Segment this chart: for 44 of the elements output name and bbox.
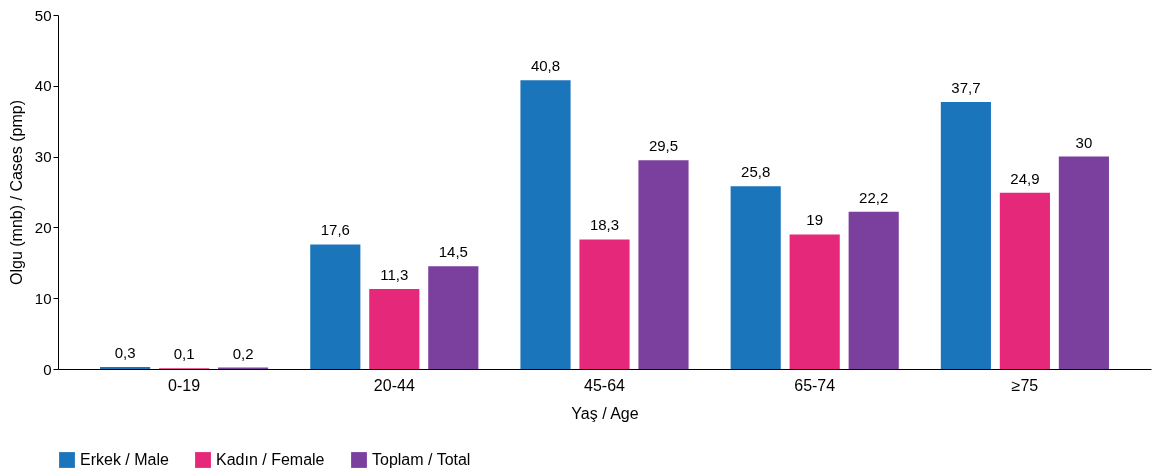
y-tick-label: 30 bbox=[34, 148, 52, 166]
data-label: 30 bbox=[1075, 133, 1093, 151]
bar bbox=[940, 102, 991, 369]
data-label: 14,5 bbox=[438, 243, 468, 261]
y-axis-title: Olgu (mnb) / Cases (pmp) bbox=[7, 100, 25, 285]
x-tick-label: 20-44 bbox=[373, 376, 415, 394]
data-label: 18,3 bbox=[589, 216, 620, 234]
x-axis-title: Yaş / Age bbox=[571, 404, 639, 422]
legend-label: Kadın / Female bbox=[216, 451, 325, 468]
data-label: 0,3 bbox=[114, 343, 136, 361]
legend-label: Erkek / Male bbox=[80, 451, 170, 468]
x-tick-label: ≥75 bbox=[1011, 376, 1039, 394]
data-label: 24,9 bbox=[1010, 169, 1040, 187]
data-label: 0,2 bbox=[232, 344, 254, 362]
bar bbox=[310, 244, 361, 369]
x-tick-label: 45-64 bbox=[584, 376, 626, 394]
y-tick-label: 0 bbox=[43, 360, 52, 378]
data-label: 19 bbox=[806, 211, 824, 229]
x-tick-label: 0-19 bbox=[168, 376, 201, 394]
x-tick-label: 65-74 bbox=[794, 376, 836, 394]
data-label: 37,7 bbox=[951, 79, 981, 97]
bar bbox=[100, 366, 151, 369]
data-label: 11,3 bbox=[380, 266, 409, 283]
data-label: 29,5 bbox=[648, 137, 679, 155]
data-label: 0,1 bbox=[173, 345, 195, 363]
bar bbox=[520, 80, 571, 369]
bar bbox=[369, 289, 420, 369]
bar bbox=[1058, 156, 1109, 369]
bar bbox=[999, 192, 1050, 369]
bar bbox=[848, 211, 899, 369]
data-label: 22,2 bbox=[859, 188, 889, 206]
y-tick-label: 50 bbox=[34, 6, 52, 24]
data-label: 25,8 bbox=[741, 163, 771, 181]
bar bbox=[428, 266, 479, 369]
legend-label: Toplam / Total bbox=[372, 451, 471, 468]
bar bbox=[789, 234, 840, 369]
data-label: 40,8 bbox=[530, 57, 561, 75]
bar bbox=[638, 160, 689, 369]
bar bbox=[579, 239, 630, 369]
bar bbox=[730, 186, 781, 369]
y-tick-label: 10 bbox=[34, 289, 52, 307]
data-label: 17,6 bbox=[320, 221, 350, 239]
y-tick-label: 20 bbox=[34, 218, 52, 236]
y-tick-label: 40 bbox=[34, 77, 52, 95]
